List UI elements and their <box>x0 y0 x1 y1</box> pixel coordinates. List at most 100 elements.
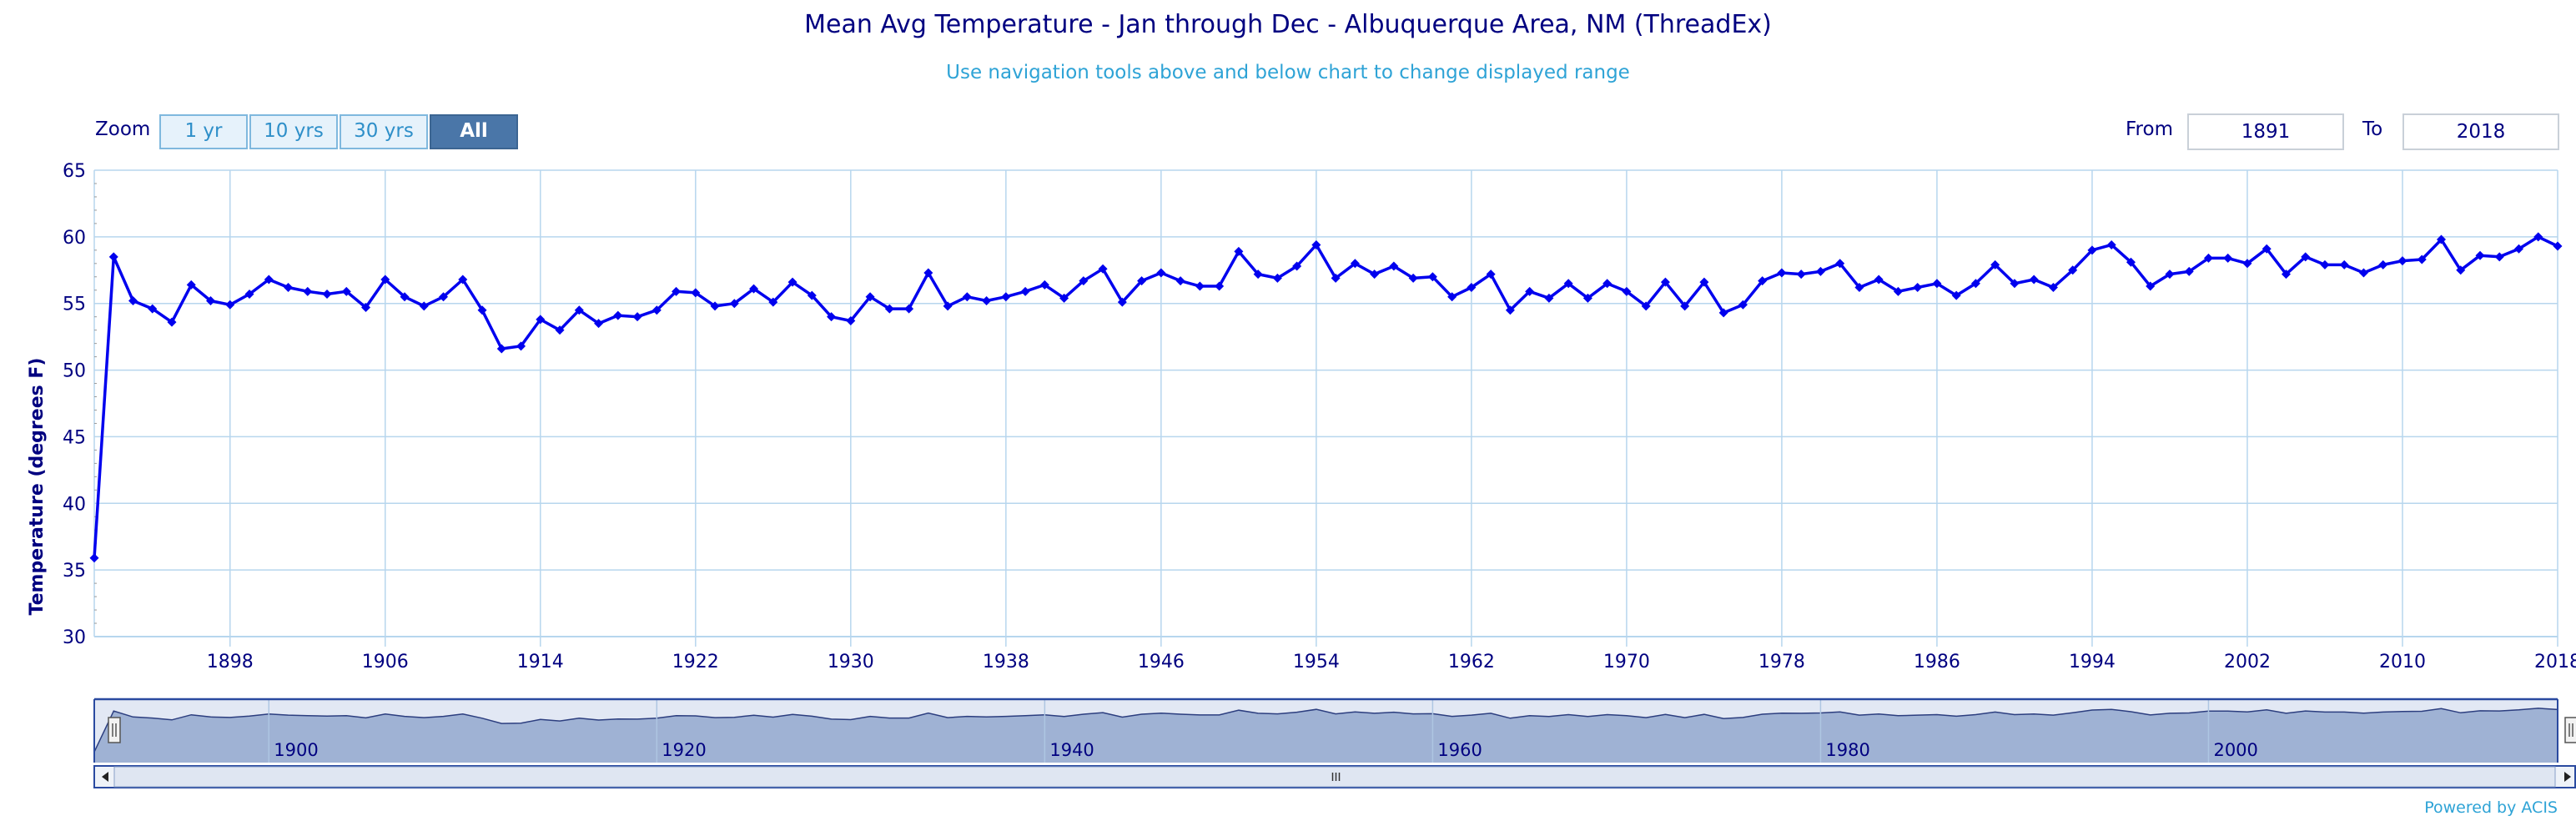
data-point[interactable] <box>2553 241 2563 251</box>
data-point[interactable] <box>1272 273 1282 283</box>
data-point[interactable] <box>2436 234 2446 244</box>
data-point[interactable] <box>943 301 953 311</box>
data-point[interactable] <box>2010 279 2020 289</box>
navigator-right-handle[interactable] <box>2564 717 2576 743</box>
data-point[interactable] <box>787 277 797 287</box>
data-point[interactable] <box>1699 277 1709 287</box>
data-point[interactable] <box>2262 244 2272 254</box>
data-point[interactable] <box>244 290 254 300</box>
data-point[interactable] <box>496 344 506 354</box>
data-point[interactable] <box>2494 252 2504 262</box>
data-point[interactable] <box>186 280 196 290</box>
data-point[interactable] <box>1039 280 1049 290</box>
data-point[interactable] <box>439 292 449 302</box>
data-point[interactable] <box>1622 286 1632 296</box>
data-point[interactable] <box>1680 301 1690 311</box>
data-point[interactable] <box>672 286 682 296</box>
data-point[interactable] <box>652 305 662 315</box>
data-point[interactable] <box>1253 269 1263 280</box>
data-point[interactable] <box>1874 275 1884 285</box>
navigator-left-handle[interactable] <box>108 717 121 743</box>
data-point[interactable] <box>1020 286 1030 296</box>
data-point[interactable] <box>167 317 177 327</box>
data-point[interactable] <box>536 315 546 325</box>
zoom-1yr-button[interactable]: 1 yr <box>159 114 248 149</box>
data-point[interactable] <box>2301 252 2311 262</box>
data-point[interactable] <box>2417 254 2427 264</box>
data-point[interactable] <box>691 288 701 298</box>
data-point[interactable] <box>322 290 332 300</box>
data-point[interactable] <box>1215 281 1225 291</box>
data-point[interactable] <box>361 303 371 313</box>
data-point[interactable] <box>1777 268 1787 278</box>
data-point[interactable] <box>2106 239 2116 249</box>
data-point[interactable] <box>1156 268 1166 278</box>
data-point[interactable] <box>1854 283 1864 293</box>
data-point[interactable] <box>555 325 565 335</box>
scrollbar-thumb[interactable] <box>113 766 2556 788</box>
handle-body[interactable] <box>108 717 121 743</box>
data-point[interactable] <box>108 252 118 262</box>
handle-body[interactable] <box>2564 717 2576 743</box>
data-point[interactable] <box>2475 250 2485 260</box>
data-point[interactable] <box>128 296 138 306</box>
data-point[interactable] <box>206 296 216 306</box>
data-point[interactable] <box>904 304 914 314</box>
data-point[interactable] <box>1835 259 1845 269</box>
data-point[interactable] <box>1641 301 1651 311</box>
scroll-left-arrow-icon[interactable] <box>102 772 108 782</box>
data-point[interactable] <box>807 290 817 300</box>
data-point[interactable] <box>768 297 778 307</box>
plot-area[interactable] <box>89 232 2563 563</box>
data-point[interactable] <box>1525 286 1535 296</box>
data-point[interactable] <box>400 292 410 302</box>
credit-link[interactable]: Powered by ACIS <box>2424 798 2558 817</box>
data-point[interactable] <box>884 304 894 314</box>
data-point[interactable] <box>1370 269 1380 280</box>
data-point[interactable] <box>1486 269 1496 280</box>
navigator[interactable]: 1900 1920 1940 1960 1980 2000 <box>93 698 2576 788</box>
data-point[interactable] <box>729 299 739 309</box>
data-point[interactable] <box>749 284 759 294</box>
data-point[interactable] <box>1234 246 1244 256</box>
data-point[interactable] <box>1563 279 1573 289</box>
data-point[interactable] <box>1098 264 1108 274</box>
data-point[interactable] <box>1738 300 1748 310</box>
data-point[interactable] <box>1970 279 1980 289</box>
data-point[interactable] <box>516 341 526 351</box>
data-point[interactable] <box>477 305 487 315</box>
data-point[interactable] <box>962 292 972 302</box>
data-point[interactable] <box>1467 283 1477 293</box>
data-point[interactable] <box>1990 259 2000 269</box>
data-point[interactable] <box>264 275 274 285</box>
data-point[interactable] <box>2320 259 2330 269</box>
data-point[interactable] <box>2242 259 2252 269</box>
data-point[interactable] <box>632 312 642 322</box>
scroll-right-arrow-icon[interactable] <box>2564 772 2571 782</box>
data-point[interactable] <box>1815 266 1825 276</box>
data-point[interactable] <box>1427 272 1437 282</box>
zoom-all-button[interactable]: All <box>430 114 518 149</box>
data-point[interactable] <box>458 275 468 285</box>
data-point[interactable] <box>1195 281 1205 291</box>
data-point[interactable] <box>846 315 856 325</box>
data-point[interactable] <box>2533 232 2543 242</box>
data-point[interactable] <box>710 301 720 311</box>
data-point[interactable] <box>2048 283 2058 293</box>
data-point[interactable] <box>1079 276 1089 286</box>
data-point[interactable] <box>827 312 837 322</box>
data-point[interactable] <box>2456 265 2466 275</box>
data-point[interactable] <box>1544 293 1554 303</box>
data-point[interactable] <box>865 292 875 302</box>
data-point[interactable] <box>1893 286 1903 296</box>
data-point[interactable] <box>1292 261 1302 271</box>
data-point[interactable] <box>89 553 99 563</box>
data-point[interactable] <box>1389 261 1399 271</box>
data-point[interactable] <box>2358 268 2368 278</box>
data-point[interactable] <box>2068 265 2078 275</box>
data-point[interactable] <box>1913 283 1923 293</box>
data-point[interactable] <box>1059 293 1069 303</box>
data-point[interactable] <box>341 286 351 296</box>
data-point[interactable] <box>1758 276 1768 286</box>
data-point[interactable] <box>284 283 294 293</box>
